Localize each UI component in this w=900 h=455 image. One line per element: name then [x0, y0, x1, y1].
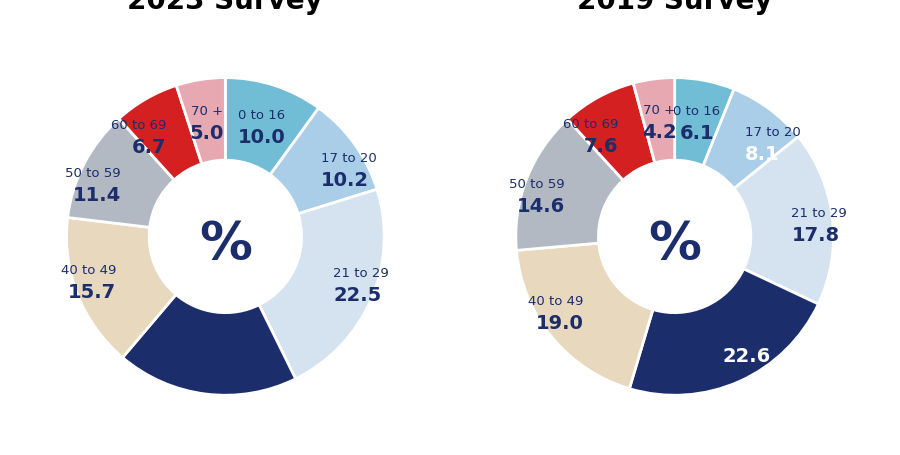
Wedge shape [68, 119, 175, 228]
Text: 60 to 69: 60 to 69 [562, 117, 618, 130]
Text: 70 +: 70 + [191, 104, 223, 117]
Wedge shape [516, 120, 623, 251]
Wedge shape [270, 109, 377, 214]
Wedge shape [122, 295, 296, 395]
Text: 22.6: 22.6 [723, 346, 771, 365]
Wedge shape [675, 78, 734, 167]
Wedge shape [703, 90, 798, 189]
Text: 30 to 39: 30 to 39 [723, 327, 778, 340]
Text: 5.0: 5.0 [190, 123, 224, 142]
Text: 11.4: 11.4 [73, 186, 121, 204]
Wedge shape [517, 243, 652, 389]
Wedge shape [634, 78, 675, 163]
Text: 8.1: 8.1 [744, 145, 779, 164]
Text: 21 to 29: 21 to 29 [791, 206, 847, 219]
Wedge shape [225, 78, 319, 175]
Text: 18.5: 18.5 [187, 356, 235, 374]
Text: 4.2: 4.2 [642, 123, 677, 142]
Text: 14.6: 14.6 [517, 197, 565, 216]
Text: 30 to 39: 30 to 39 [184, 337, 239, 349]
Text: 40 to 49: 40 to 49 [60, 263, 116, 276]
Text: 0 to 16: 0 to 16 [673, 105, 721, 118]
Wedge shape [67, 218, 176, 358]
Text: 60 to 69: 60 to 69 [111, 119, 166, 131]
Text: 50 to 59: 50 to 59 [509, 177, 565, 191]
Text: 22.5: 22.5 [333, 286, 382, 304]
Text: 21 to 29: 21 to 29 [333, 266, 389, 279]
Wedge shape [259, 190, 384, 379]
Title: 2019 Survey: 2019 Survey [577, 0, 772, 15]
Text: 17 to 20: 17 to 20 [744, 126, 800, 139]
Wedge shape [119, 86, 202, 181]
Wedge shape [629, 269, 818, 395]
Text: %: % [648, 219, 701, 271]
Text: 7.6: 7.6 [583, 136, 618, 156]
Text: %: % [199, 219, 252, 271]
Text: 6.1: 6.1 [680, 124, 715, 143]
Text: 6.7: 6.7 [132, 138, 166, 157]
Text: 70 +: 70 + [644, 104, 675, 117]
Text: 19.0: 19.0 [536, 313, 583, 333]
Wedge shape [176, 78, 225, 165]
Wedge shape [734, 137, 833, 304]
Text: 10.0: 10.0 [238, 128, 285, 147]
Text: 15.7: 15.7 [68, 282, 116, 301]
Wedge shape [567, 84, 655, 181]
Title: 2023 Survey: 2023 Survey [128, 0, 323, 15]
Text: 50 to 59: 50 to 59 [66, 166, 121, 179]
Text: 17 to 20: 17 to 20 [321, 152, 376, 165]
Text: 10.2: 10.2 [321, 171, 369, 190]
Text: 0 to 16: 0 to 16 [238, 109, 285, 121]
Text: 17.8: 17.8 [791, 225, 840, 244]
Text: 40 to 49: 40 to 49 [528, 294, 583, 307]
